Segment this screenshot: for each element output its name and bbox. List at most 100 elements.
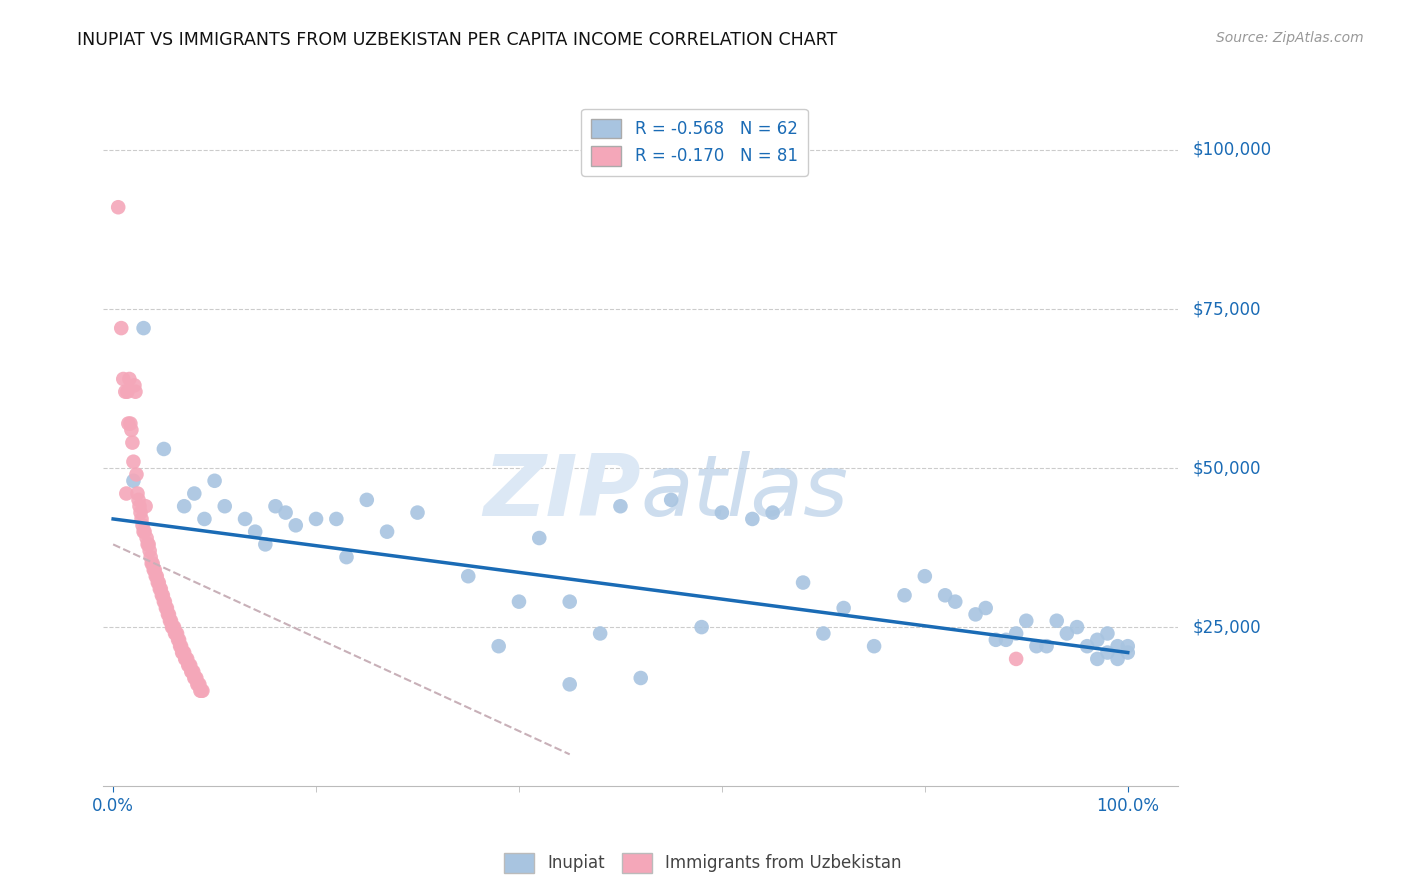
Point [181,665,204,679]
Point [1066,620,1088,634]
Point [186,671,208,685]
Point [457,569,479,583]
Point [153,442,176,456]
Point [173,646,195,660]
Point [112,372,135,386]
Point [264,500,287,514]
Point [1056,626,1078,640]
Point [156,607,179,622]
Point [157,607,180,622]
Point [132,524,155,539]
Point [965,607,987,622]
Point [117,384,139,399]
Point [152,588,174,602]
Point [142,557,165,571]
Point [110,321,132,335]
Point [153,595,176,609]
Text: Source: ZipAtlas.com: Source: ZipAtlas.com [1216,31,1364,45]
Point [1015,614,1038,628]
Point [122,455,145,469]
Point [179,658,201,673]
Point [190,683,212,698]
Point [179,658,201,673]
Point [1035,639,1057,653]
Point [863,639,886,653]
Point [162,620,184,634]
Legend: Inupiat, Immigrants from Uzbekistan: Inupiat, Immigrants from Uzbekistan [498,847,908,880]
Point [356,492,378,507]
Point [138,537,160,551]
Legend: R = -0.568   N = 62, R = -0.170   N = 81: R = -0.568 N = 62, R = -0.170 N = 81 [581,109,807,176]
Point [305,512,328,526]
Point [233,512,256,526]
Point [893,588,915,602]
Point [139,550,162,565]
Point [589,626,612,640]
Point [149,582,172,596]
Point [160,620,183,634]
Point [1005,652,1028,666]
Point [135,500,157,514]
Point [191,683,214,698]
Point [1046,614,1069,628]
Point [114,384,136,399]
Text: ZIP: ZIP [484,450,641,533]
Point [138,543,160,558]
Point [1107,639,1129,653]
Point [163,620,186,634]
Point [128,500,150,514]
Point [508,595,530,609]
Point [174,652,197,666]
Point [107,200,129,214]
Point [1085,652,1108,666]
Point [558,595,581,609]
Point [284,518,307,533]
Point [690,620,713,634]
Point [124,378,146,392]
Point [214,500,236,514]
Point [254,537,277,551]
Point [172,646,194,660]
Text: $100,000: $100,000 [1192,141,1271,159]
Point [145,569,167,583]
Point [274,506,297,520]
Point [124,384,146,399]
Point [167,632,190,647]
Point [150,588,173,602]
Point [183,486,205,500]
Point [558,677,581,691]
Point [609,500,631,514]
Point [169,639,191,653]
Point [173,500,195,514]
Point [243,524,266,539]
Point [1005,626,1028,640]
Point [131,518,153,533]
Point [1116,646,1139,660]
Point [188,677,211,691]
Point [153,595,176,609]
Point [160,614,183,628]
Point [710,506,733,520]
Point [120,423,142,437]
Point [172,646,194,660]
Point [184,671,207,685]
Point [129,506,152,520]
Point [118,372,141,386]
Point [125,467,148,482]
Point [183,671,205,685]
Point [1107,652,1129,666]
Point [832,601,855,615]
Point [156,601,179,615]
Point [813,626,835,640]
Point [180,665,202,679]
Text: INUPIAT VS IMMIGRANTS FROM UZBEKISTAN PER CAPITA INCOME CORRELATION CHART: INUPIAT VS IMMIGRANTS FROM UZBEKISTAN PE… [77,31,838,49]
Point [131,512,153,526]
Point [186,677,208,691]
Point [167,632,190,647]
Point [121,435,143,450]
Point [193,512,215,526]
Point [1085,632,1108,647]
Point [792,575,814,590]
Point [406,506,429,520]
Point [1097,646,1119,660]
